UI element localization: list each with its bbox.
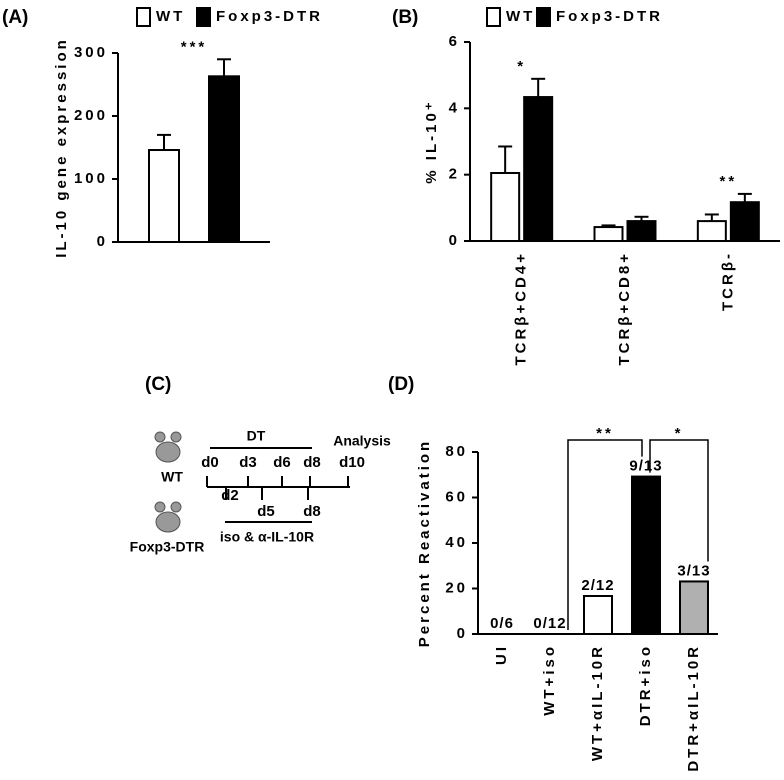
day-label: d5 — [257, 503, 275, 520]
legend-label: WT — [156, 8, 185, 25]
analysis-label: Analysis — [333, 433, 391, 449]
legend-swatch — [136, 7, 151, 27]
bar — [583, 595, 613, 636]
value-label: 0/6 — [490, 615, 514, 632]
panel-label: (C) — [145, 374, 171, 395]
y-axis-label: IL-10 gene expression — [53, 37, 70, 258]
value-label: 3/13 — [677, 562, 710, 579]
y-tick-label: 0 — [449, 232, 460, 249]
significance: *** — [181, 38, 208, 55]
significance: * — [675, 425, 684, 442]
y-axis-label: % IL-10⁺ — [423, 99, 440, 183]
legend-swatch — [486, 7, 501, 27]
x-tick-label: WT+αIL-10R — [589, 644, 606, 761]
legend-label: WT — [506, 8, 535, 25]
value-label: 2/12 — [581, 577, 614, 594]
x-tick-label: TCRβ+CD8+ — [616, 251, 633, 366]
y-tick-label: 4 — [449, 99, 460, 116]
bracket — [649, 439, 709, 562]
significance: * — [517, 58, 526, 75]
x-tick-label: DTR+iso — [637, 644, 654, 726]
day-label: d3 — [239, 454, 257, 471]
panel-label: (A) — [2, 7, 28, 28]
treatment-label: iso & α-IL-10R — [220, 529, 314, 545]
day-label: d2 — [221, 487, 239, 504]
significance: ** — [719, 173, 737, 190]
mouse-icon — [154, 431, 182, 533]
y-tick-label: 0 — [97, 233, 108, 250]
bar — [696, 220, 727, 243]
y-axis-label: Percent Reactivation — [416, 439, 433, 647]
y-tick-label: 2 — [449, 166, 460, 183]
value-label: 9/13 — [629, 458, 662, 475]
mouse-label: WT — [161, 469, 183, 485]
bar — [679, 580, 709, 636]
x-tick-label: WT+iso — [541, 644, 558, 716]
y-tick-label: 0 — [457, 625, 468, 642]
day-label: d8 — [303, 454, 321, 471]
bar — [729, 201, 760, 243]
bracket — [567, 439, 643, 630]
panel-label: (D) — [388, 374, 414, 395]
bar — [490, 172, 521, 242]
y-tick-label: 60 — [445, 488, 468, 505]
x-tick-label: TCRβ- — [719, 251, 736, 311]
bar — [631, 475, 661, 635]
bar — [148, 149, 180, 244]
day-label: d0 — [201, 454, 219, 471]
dt-label: DT — [247, 428, 266, 444]
y-tick-label: 200 — [74, 107, 108, 124]
timeline-diagram: WT Foxp3-DTR DT Analysis iso & α-IL-10R — [130, 428, 391, 555]
day-label: d6 — [273, 454, 291, 471]
y-tick-label: 100 — [74, 170, 108, 187]
bar — [208, 75, 240, 243]
y-tick-label: 80 — [445, 443, 468, 460]
y-tick-label: 20 — [445, 579, 468, 596]
significance: ** — [596, 425, 614, 442]
day-label: d10 — [339, 454, 365, 471]
value-label: 0/12 — [533, 615, 566, 632]
day-label: d8 — [303, 503, 321, 520]
legend-swatch — [196, 7, 211, 27]
panel-label: (B) — [392, 7, 418, 28]
legend-swatch — [536, 7, 551, 27]
bar — [626, 220, 657, 243]
y-tick-label: 40 — [445, 534, 468, 551]
bar — [523, 96, 554, 242]
mouse-label: Foxp3-DTR — [130, 539, 205, 555]
bar — [593, 226, 624, 243]
y-tick-label: 6 — [449, 33, 460, 50]
x-tick-label: TCRβ+CD4+ — [513, 251, 530, 366]
y-tick-label: 300 — [74, 44, 108, 61]
timeline-ticks — [206, 476, 349, 500]
legend-label: Foxp3-DTR — [556, 8, 663, 25]
legend-label: Foxp3-DTR — [216, 8, 323, 25]
x-tick-label: DTR+αIL-10R — [685, 644, 702, 772]
x-tick-label: UI — [493, 644, 510, 665]
